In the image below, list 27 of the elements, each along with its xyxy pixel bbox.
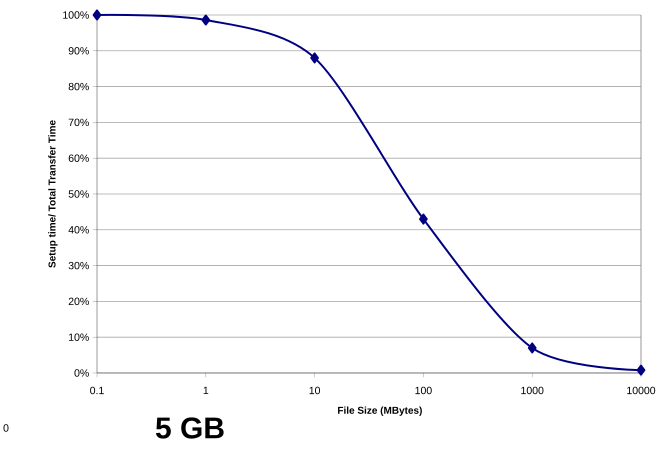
point — [310, 52, 319, 64]
text: 5 GB — [156, 417, 224, 439]
y-tick-label: 0% — [74, 369, 89, 377]
y-axis-title: Setup time/ Total Transfer Time — [48, 120, 58, 268]
y-tick-label: 60% — [68, 154, 89, 162]
x-tick-label: 1 — [204, 386, 208, 394]
point — [636, 364, 646, 376]
point — [528, 342, 537, 354]
y-tick-label: 30% — [68, 262, 89, 270]
point — [201, 14, 210, 26]
x-tick-label: 10000 — [627, 386, 656, 394]
y-tick-label: 50% — [68, 190, 89, 198]
point — [92, 9, 102, 20]
text: 0 — [3, 424, 9, 432]
y-tick-label: 100% — [63, 11, 89, 19]
x-tick-label: 100 — [415, 386, 432, 394]
x-tick-label: 10 — [310, 386, 320, 394]
y-tick-label: 90% — [68, 47, 89, 55]
point — [419, 214, 428, 225]
y-tick-label: 10% — [69, 333, 89, 341]
x-tick-label: 1000 — [521, 386, 544, 394]
y-tick-label: 80% — [68, 82, 89, 90]
y-tick-label: 40% — [68, 226, 89, 234]
y-tick-label: 20% — [68, 298, 89, 306]
x-tick-label: 0.1 — [90, 386, 104, 394]
x-axis-title: File Size (MBytes) — [338, 406, 422, 416]
y-tick-label: 70% — [68, 118, 89, 126]
